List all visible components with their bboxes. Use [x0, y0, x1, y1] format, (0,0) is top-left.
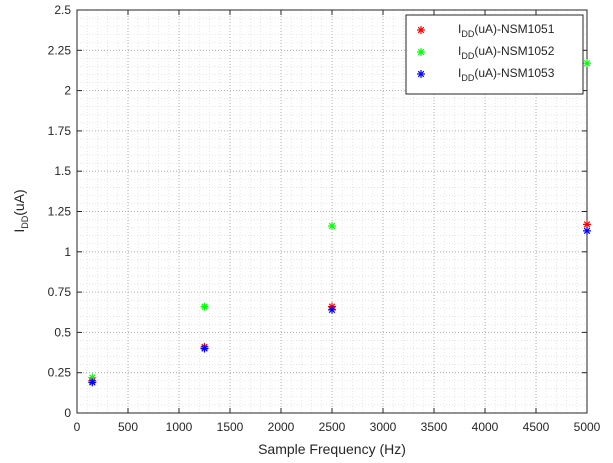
data-point	[200, 302, 209, 311]
data-point	[200, 344, 209, 353]
x-tick-label: 3000	[370, 420, 397, 434]
y-tick-label: 1	[64, 245, 71, 259]
x-tick-label: 4000	[472, 420, 499, 434]
legend-entry: IDD(uA)-NSM1051	[458, 22, 555, 39]
x-tick-label: 0	[74, 420, 81, 434]
x-tick-label: 1000	[166, 420, 193, 434]
data-point	[583, 59, 591, 68]
legend: IDD(uA)-NSM1051 IDD(uA)-NSM1052 IDD(uA)-NS…	[405, 14, 584, 95]
legend-marker	[417, 48, 425, 56]
data-point	[583, 220, 591, 229]
x-tick-label: 5000	[574, 420, 601, 434]
data-point	[88, 378, 97, 387]
x-axis-title: Sample Frequency (Hz)	[258, 441, 406, 457]
y-tick-label: 1.5	[54, 164, 71, 178]
y-tick-label: 1.75	[48, 124, 72, 138]
legend-entry: IDD(uA)-NSM1053	[458, 66, 555, 83]
y-tick-label: 0.5	[54, 325, 71, 339]
y-axis-ticks: 0 0.25 0.5 0.75 1 1.25 1.5 1.75 2 2.25 2.5	[48, 3, 587, 420]
y-tick-label: 0.25	[48, 366, 72, 380]
legend-entry: IDD(uA)-NSM1052	[458, 44, 555, 61]
x-tick-label: 2000	[268, 420, 295, 434]
x-axis-ticks: 0 500 1000 1500 2000 2500 3000 3500 4000 4500 5000	[74, 10, 601, 434]
y-tick-label: 0	[64, 406, 71, 420]
legend-marker	[417, 26, 425, 34]
y-tick-label: 1.25	[48, 205, 72, 219]
data-point	[328, 305, 336, 314]
data-point	[583, 226, 591, 235]
x-tick-label: 1500	[217, 420, 244, 434]
y-axis-title: IDD(uA)	[11, 189, 30, 232]
legend-marker	[417, 70, 425, 78]
x-tick-label: 500	[118, 420, 138, 434]
y-tick-label: 2.5	[54, 3, 71, 17]
legend-box	[405, 14, 584, 95]
y-tick-label: 0.75	[48, 285, 72, 299]
x-tick-label: 3500	[421, 420, 448, 434]
data-points	[88, 59, 591, 387]
x-tick-label: 2500	[319, 420, 346, 434]
y-tick-label: 2	[64, 84, 71, 98]
data-point	[328, 222, 336, 231]
x-tick-label: 4500	[523, 420, 550, 434]
y-tick-label: 2.25	[48, 43, 72, 57]
